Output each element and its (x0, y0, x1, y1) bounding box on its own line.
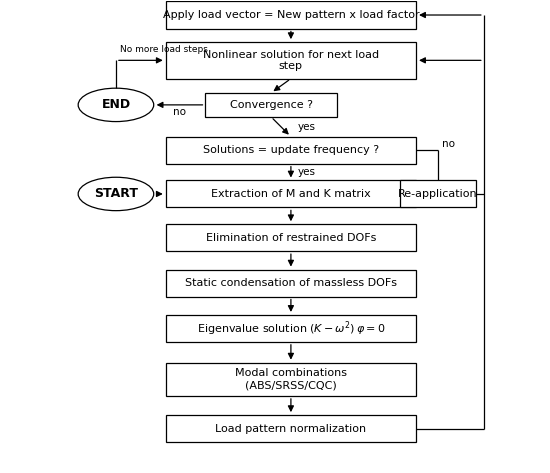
Text: Solutions = update frequency ?: Solutions = update frequency ? (203, 145, 379, 155)
Text: Elimination of restrained DOFs: Elimination of restrained DOFs (206, 233, 376, 243)
Text: no: no (442, 139, 455, 149)
FancyBboxPatch shape (166, 315, 416, 342)
FancyBboxPatch shape (166, 363, 416, 396)
Text: Static condensation of massless DOFs: Static condensation of massless DOFs (185, 278, 397, 288)
Text: END: END (101, 98, 130, 111)
FancyBboxPatch shape (400, 180, 476, 208)
Text: no: no (173, 107, 186, 117)
FancyBboxPatch shape (166, 137, 416, 164)
Text: Load pattern normalization: Load pattern normalization (216, 423, 366, 434)
Text: No more load steps: No more load steps (120, 45, 208, 54)
Text: Extraction of M and K matrix: Extraction of M and K matrix (211, 189, 371, 199)
Text: Nonlinear solution for next load
step: Nonlinear solution for next load step (203, 50, 379, 71)
Text: Convergence ?: Convergence ? (229, 100, 312, 110)
FancyBboxPatch shape (166, 1, 416, 28)
Text: yes: yes (297, 167, 315, 177)
Text: Eigenvalue solution $(K - \omega^2)\,\varphi = 0$: Eigenvalue solution $(K - \omega^2)\,\va… (197, 319, 385, 338)
Text: Modal combinations
(ABS/SRSS/CQC): Modal combinations (ABS/SRSS/CQC) (235, 368, 347, 390)
Text: yes: yes (297, 122, 315, 132)
FancyBboxPatch shape (166, 270, 416, 297)
Ellipse shape (78, 177, 153, 210)
FancyBboxPatch shape (205, 93, 337, 117)
FancyBboxPatch shape (166, 180, 416, 208)
Text: Re-application: Re-application (398, 189, 478, 199)
FancyBboxPatch shape (166, 42, 416, 79)
FancyBboxPatch shape (166, 415, 416, 442)
Text: Apply load vector = New pattern x load factor: Apply load vector = New pattern x load f… (163, 10, 419, 20)
FancyBboxPatch shape (166, 224, 416, 251)
Text: START: START (94, 187, 138, 201)
Ellipse shape (78, 88, 153, 122)
